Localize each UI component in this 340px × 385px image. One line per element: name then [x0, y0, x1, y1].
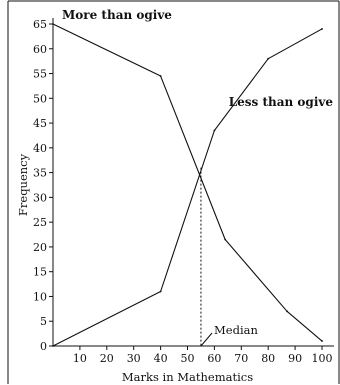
y-tick-label: 5: [40, 315, 47, 328]
more-than-ogive-line: [52, 23, 323, 342]
y-tick-label: 15: [33, 266, 47, 279]
x-tick-label: 10: [73, 352, 87, 365]
more-than-ogive-point: [52, 23, 54, 25]
y-tick-label: 20: [33, 241, 47, 254]
series-lines: [52, 23, 323, 347]
x-tick-label: 80: [261, 352, 275, 365]
less-than-ogive-point: [52, 345, 54, 347]
less-than-ogive-point: [213, 129, 216, 132]
x-tick-label: 100: [312, 352, 333, 365]
y-tick-label: 25: [33, 216, 47, 229]
median-leader-line: [200, 332, 213, 347]
y-tick-label: 65: [33, 18, 47, 31]
y-tick-label: 55: [33, 68, 47, 81]
x-tick-label: 30: [127, 352, 141, 365]
x-axis-ticks: 10 20 30 40 50 60 70 80 90 100: [73, 346, 333, 365]
x-tick-label: 90: [288, 352, 302, 365]
y-tick-label: 30: [33, 191, 47, 204]
y-axis-ticks: 0 5 10 15 20 25 30 35 40 45 50 55 60 65: [33, 18, 53, 353]
y-axis-title: Frequency: [16, 153, 30, 216]
x-tick-label: 50: [181, 352, 195, 365]
y-tick-label: 35: [33, 167, 47, 180]
less-than-ogive-point: [267, 57, 270, 60]
chart-frame: [7, 0, 340, 384]
y-tick-label: 40: [33, 142, 47, 155]
more-than-ogive-point: [286, 310, 288, 313]
x-tick-label: 20: [100, 352, 114, 365]
more-than-ogive-label: More than ogive: [62, 8, 172, 22]
x-tick-label: 60: [207, 352, 221, 365]
y-tick-label: 10: [33, 290, 47, 303]
x-axis-title: Marks in Mathematics: [122, 370, 253, 384]
y-tick-label: 0: [40, 340, 47, 353]
median-label: Median: [214, 323, 258, 337]
less-than-ogive-label: Less than ogive: [229, 95, 334, 109]
x-tick-label: 70: [234, 352, 248, 365]
median-marker: [200, 167, 213, 347]
y-tick-label: 45: [33, 117, 47, 130]
chart-labels: Marks in Mathematics Frequency More than…: [16, 8, 333, 384]
less-than-ogive-point: [159, 290, 162, 293]
y-tick-label: 60: [33, 43, 47, 56]
less-than-ogive-point: [321, 28, 323, 30]
y-tick-label: 50: [33, 92, 47, 105]
more-than-ogive-point: [159, 75, 162, 77]
more-than-ogive-point: [224, 238, 227, 241]
more-than-ogive-point: [321, 340, 323, 342]
x-tick-label: 40: [154, 352, 168, 365]
less-than-ogive-line: [52, 28, 323, 347]
